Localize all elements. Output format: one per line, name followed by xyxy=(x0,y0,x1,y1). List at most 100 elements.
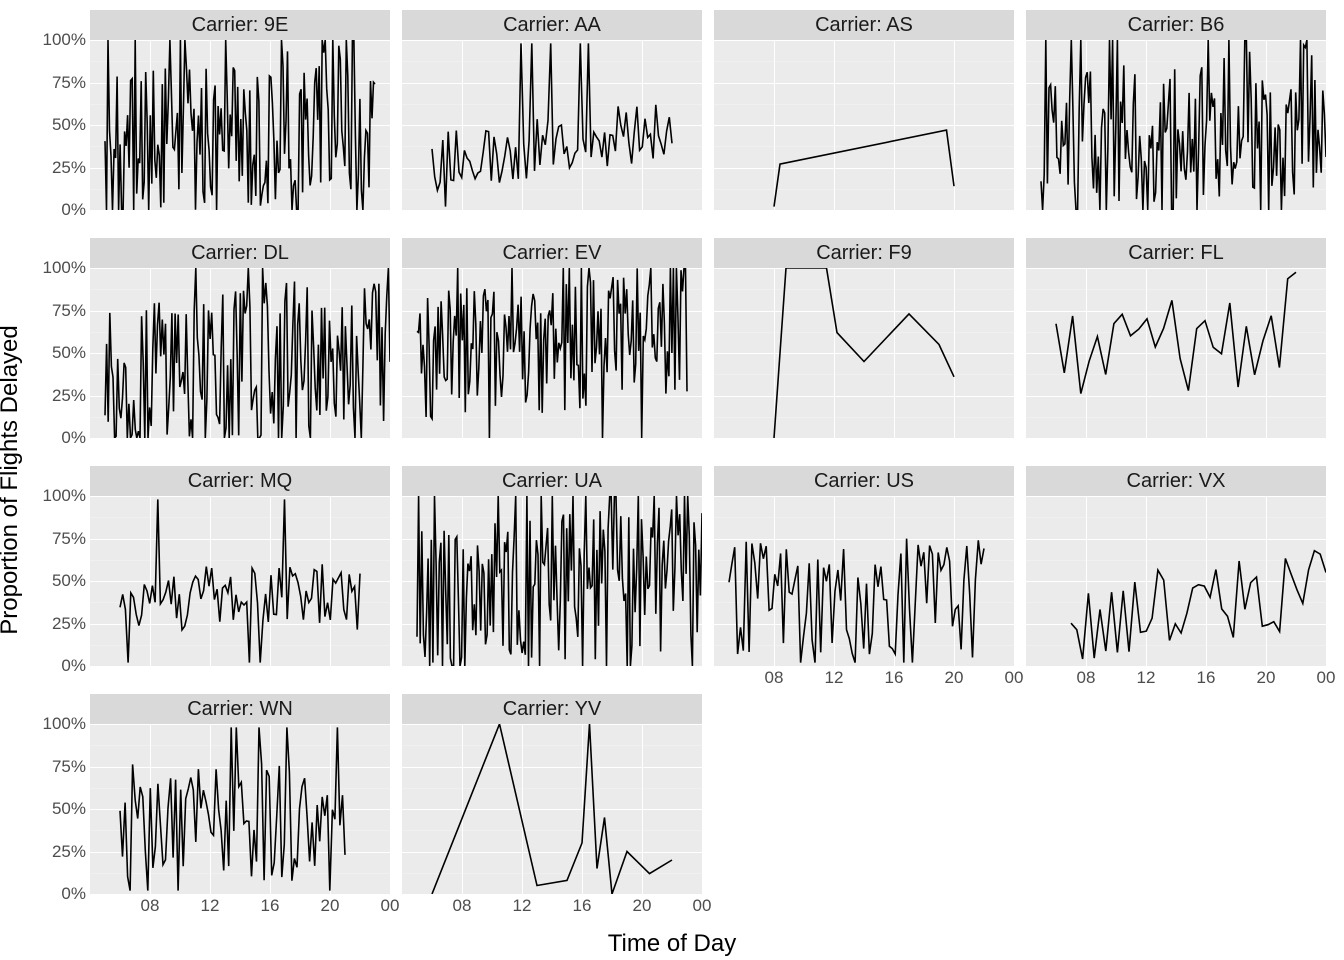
panel-9E: Carrier: 9E0%25%50%75%100% xyxy=(90,10,390,210)
y-tick-label: 75% xyxy=(32,529,86,549)
series-line xyxy=(714,40,1014,210)
x-tick-label: 20 xyxy=(321,896,340,916)
plot-area xyxy=(90,40,390,210)
strip-label: Carrier: AA xyxy=(402,10,702,40)
y-tick-label: 0% xyxy=(32,656,86,676)
plot-area xyxy=(90,268,390,438)
y-tick-label: 75% xyxy=(32,757,86,777)
plot-area xyxy=(402,496,702,666)
x-tick-label: 20 xyxy=(945,668,964,688)
x-tick-label: 08 xyxy=(141,896,160,916)
x-tick-label: 16 xyxy=(885,668,904,688)
plot-area xyxy=(402,268,702,438)
strip-label: Carrier: AS xyxy=(714,10,1014,40)
strip-label: Carrier: EV xyxy=(402,238,702,268)
y-tick-label: 50% xyxy=(32,343,86,363)
plot-area xyxy=(90,724,390,894)
y-tick-label: 100% xyxy=(32,258,86,278)
x-ticks: 0812162000 xyxy=(402,896,702,920)
y-tick-label: 75% xyxy=(32,73,86,93)
x-axis-title: Time of Day xyxy=(608,930,736,958)
series-line xyxy=(1026,268,1326,438)
x-tick-label: 00 xyxy=(381,896,400,916)
strip-label: Carrier: VX xyxy=(1026,466,1326,496)
x-tick-label: 16 xyxy=(1197,668,1216,688)
plot-area xyxy=(90,496,390,666)
y-tick-label: 50% xyxy=(32,799,86,819)
y-tick-label: 25% xyxy=(32,386,86,406)
panel-EV: Carrier: EV xyxy=(402,238,702,438)
series-line xyxy=(90,496,390,666)
y-axis-title: Proportion of Flights Delayed xyxy=(0,325,24,635)
strip-label: Carrier: B6 xyxy=(1026,10,1326,40)
panel-YV: Carrier: YV0812162000 xyxy=(402,694,702,894)
panel-B6: Carrier: B6 xyxy=(1026,10,1326,210)
y-ticks: 0%25%50%75%100% xyxy=(32,40,86,210)
y-tick-label: 100% xyxy=(32,486,86,506)
y-tick-label: 0% xyxy=(32,884,86,904)
plot-area xyxy=(714,268,1014,438)
x-tick-label: 12 xyxy=(1137,668,1156,688)
x-tick-label: 12 xyxy=(201,896,220,916)
series-line xyxy=(1026,40,1326,210)
plot-area xyxy=(1026,40,1326,210)
series-line xyxy=(402,40,702,210)
series-line xyxy=(714,268,1014,438)
panel-MQ: Carrier: MQ0%25%50%75%100% xyxy=(90,466,390,666)
plot-area xyxy=(402,724,702,894)
panel-DL: Carrier: DL0%25%50%75%100% xyxy=(90,238,390,438)
x-tick-label: 16 xyxy=(573,896,592,916)
plot-area xyxy=(714,40,1014,210)
x-tick-label: 00 xyxy=(693,896,712,916)
series-line xyxy=(90,724,390,894)
strip-label: Carrier: UA xyxy=(402,466,702,496)
panel-US: Carrier: US0812162000 xyxy=(714,466,1014,666)
x-tick-label: 00 xyxy=(1005,668,1024,688)
y-tick-label: 25% xyxy=(32,158,86,178)
series-line xyxy=(90,268,390,438)
x-tick-label: 20 xyxy=(633,896,652,916)
panel-F9: Carrier: F9 xyxy=(714,238,1014,438)
x-tick-label: 12 xyxy=(513,896,532,916)
strip-label: Carrier: WN xyxy=(90,694,390,724)
y-tick-label: 0% xyxy=(32,428,86,448)
panel-FL: Carrier: FL xyxy=(1026,238,1326,438)
x-tick-label: 20 xyxy=(1257,668,1276,688)
strip-label: Carrier: US xyxy=(714,466,1014,496)
strip-label: Carrier: F9 xyxy=(714,238,1014,268)
x-tick-label: 00 xyxy=(1317,668,1336,688)
y-tick-label: 100% xyxy=(32,714,86,734)
y-ticks: 0%25%50%75%100% xyxy=(32,724,86,894)
series-line xyxy=(714,496,1014,666)
x-tick-label: 08 xyxy=(765,668,784,688)
strip-label: Carrier: DL xyxy=(90,238,390,268)
strip-label: Carrier: FL xyxy=(1026,238,1326,268)
strip-label: Carrier: MQ xyxy=(90,466,390,496)
panel-WN: Carrier: WN0%25%50%75%100%0812162000 xyxy=(90,694,390,894)
series-line xyxy=(90,40,390,210)
series-line xyxy=(402,724,702,894)
panel-VX: Carrier: VX0812162000 xyxy=(1026,466,1326,666)
panel-UA: Carrier: UA xyxy=(402,466,702,666)
x-tick-label: 12 xyxy=(825,668,844,688)
panel-AS: Carrier: AS xyxy=(714,10,1014,210)
plot-area xyxy=(1026,496,1326,666)
y-ticks: 0%25%50%75%100% xyxy=(32,496,86,666)
y-tick-label: 25% xyxy=(32,614,86,634)
plot-area xyxy=(1026,268,1326,438)
strip-label: Carrier: 9E xyxy=(90,10,390,40)
x-ticks: 0812162000 xyxy=(1026,668,1326,692)
strip-label: Carrier: YV xyxy=(402,694,702,724)
x-ticks: 0812162000 xyxy=(714,668,1014,692)
x-tick-label: 16 xyxy=(261,896,280,916)
y-tick-label: 100% xyxy=(32,30,86,50)
x-tick-label: 08 xyxy=(1077,668,1096,688)
series-line xyxy=(1026,496,1326,666)
series-line xyxy=(402,268,702,438)
y-tick-label: 50% xyxy=(32,571,86,591)
plot-area xyxy=(714,496,1014,666)
facet-grid: Carrier: 9E0%25%50%75%100% Carrier: AA Car… xyxy=(90,10,1330,910)
y-ticks: 0%25%50%75%100% xyxy=(32,268,86,438)
y-tick-label: 50% xyxy=(32,115,86,135)
panel-AA: Carrier: AA xyxy=(402,10,702,210)
